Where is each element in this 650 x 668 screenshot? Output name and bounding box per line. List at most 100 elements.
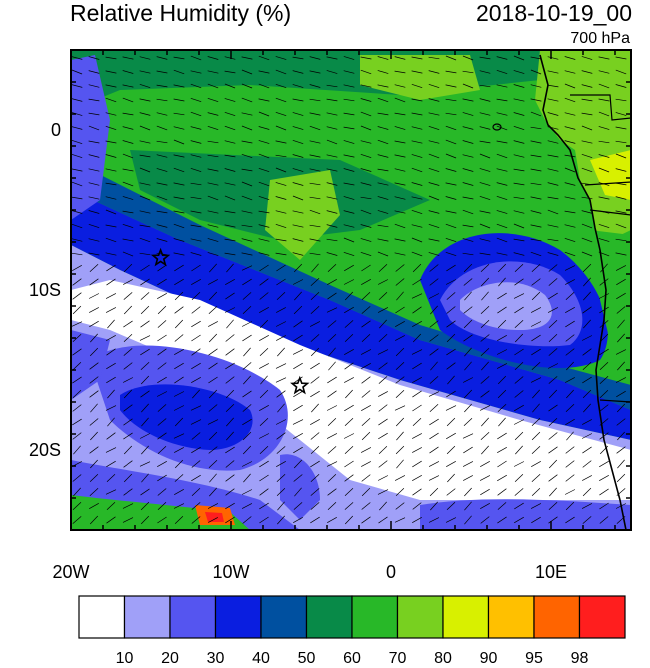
wind-barb [615, 112, 627, 116]
wind-barb [480, 376, 490, 384]
wind-barb [548, 459, 558, 469]
wind-barb [140, 375, 150, 385]
wind-barb [89, 502, 99, 510]
wind-barb [429, 487, 439, 497]
wind-barb [581, 70, 593, 74]
wind-barb [157, 404, 167, 412]
wind-barb [530, 154, 542, 158]
wind-barb [530, 140, 542, 144]
wind-barb [565, 320, 575, 328]
wind-barb [140, 390, 150, 398]
wind-barb [207, 97, 219, 103]
wind-barb [514, 390, 524, 398]
wind-barb [173, 167, 185, 173]
wind-barb [411, 182, 423, 186]
wind-barb [445, 517, 457, 523]
wind-barb [292, 224, 304, 228]
wind-barb [156, 84, 168, 88]
wind-barb [345, 389, 353, 399]
wind-barb [157, 474, 167, 482]
wind-barb [361, 431, 371, 441]
wind-barb [360, 238, 372, 242]
wind-barb [275, 252, 287, 256]
wind-barb [191, 306, 201, 314]
wind-barb [343, 279, 355, 285]
wind-barb [513, 461, 525, 467]
wind-barb [581, 98, 593, 102]
wind-barb [462, 377, 474, 383]
wind-barb [293, 320, 303, 328]
colorbar-level-label: 40 [252, 650, 270, 667]
wind-barb [72, 334, 82, 342]
wind-barb [513, 252, 525, 256]
wind-barb [599, 488, 609, 496]
wind-barb [242, 445, 252, 455]
wind-barb [617, 319, 625, 329]
wind-barb [344, 348, 354, 356]
wind-barb [548, 292, 558, 300]
wind-barb [396, 431, 404, 441]
wind-barb [428, 125, 440, 131]
wind-barb [344, 502, 354, 510]
wind-barb [259, 488, 269, 496]
wind-barb [72, 305, 82, 315]
wind-barb [190, 167, 202, 173]
wind-barb [241, 224, 253, 228]
wind-barb [105, 125, 117, 131]
wind-barb [259, 446, 269, 454]
lon-tick-label: 10E [534, 562, 568, 582]
wind-barb [241, 97, 253, 103]
wind-barb [225, 502, 235, 510]
wind-barb [429, 334, 439, 342]
wind-barb [566, 389, 574, 399]
colorbar-level-label: 10 [115, 650, 134, 667]
wind-barb [360, 153, 372, 159]
wind-barb [428, 153, 440, 159]
colorbar-swatch [214, 595, 262, 639]
wind-barb [514, 404, 524, 412]
wind-barb [190, 419, 202, 425]
wind-barb [600, 263, 608, 273]
wind-barb [547, 154, 559, 158]
wind-barb [531, 516, 541, 524]
wind-barb [344, 417, 354, 427]
wind-barb [598, 56, 610, 60]
wind-barb [259, 474, 269, 482]
wind-barb [479, 98, 491, 102]
wind-barb [446, 292, 456, 300]
wind-barb [173, 112, 185, 116]
wind-barb [326, 126, 338, 130]
wind-barb [123, 418, 133, 426]
lon-tick-label: 0 [385, 562, 396, 582]
wind-barb [140, 362, 150, 370]
wind-barb [89, 320, 99, 328]
wind-barb [582, 516, 592, 524]
wind-barb [275, 182, 287, 186]
wind-barb [123, 362, 133, 370]
wind-barb [377, 56, 389, 60]
wind-barb [582, 419, 592, 425]
wind-barb [548, 348, 558, 356]
wind-barb [122, 181, 134, 187]
wind-barb [327, 334, 337, 342]
wind-barb [309, 70, 321, 74]
wind-barb [480, 516, 490, 524]
wind-barb [207, 238, 219, 242]
wind-barb [327, 501, 337, 511]
wind-barb [395, 264, 405, 272]
wind-barb [157, 432, 167, 440]
wind-barb [497, 389, 507, 399]
wind-barb [292, 98, 304, 102]
wind-barb [479, 252, 491, 256]
wind-barb [548, 278, 558, 286]
wind-barb [88, 182, 100, 186]
wind-barb [479, 475, 491, 481]
colorbar-swatch [442, 595, 490, 639]
wind-barb [293, 334, 303, 342]
wind-barb [615, 210, 627, 214]
wind-barb [207, 56, 219, 60]
wind-barb [224, 70, 236, 74]
colorbar-level-label: 30 [206, 650, 225, 667]
wind-barb [480, 390, 490, 398]
wind-barb [430, 361, 438, 371]
